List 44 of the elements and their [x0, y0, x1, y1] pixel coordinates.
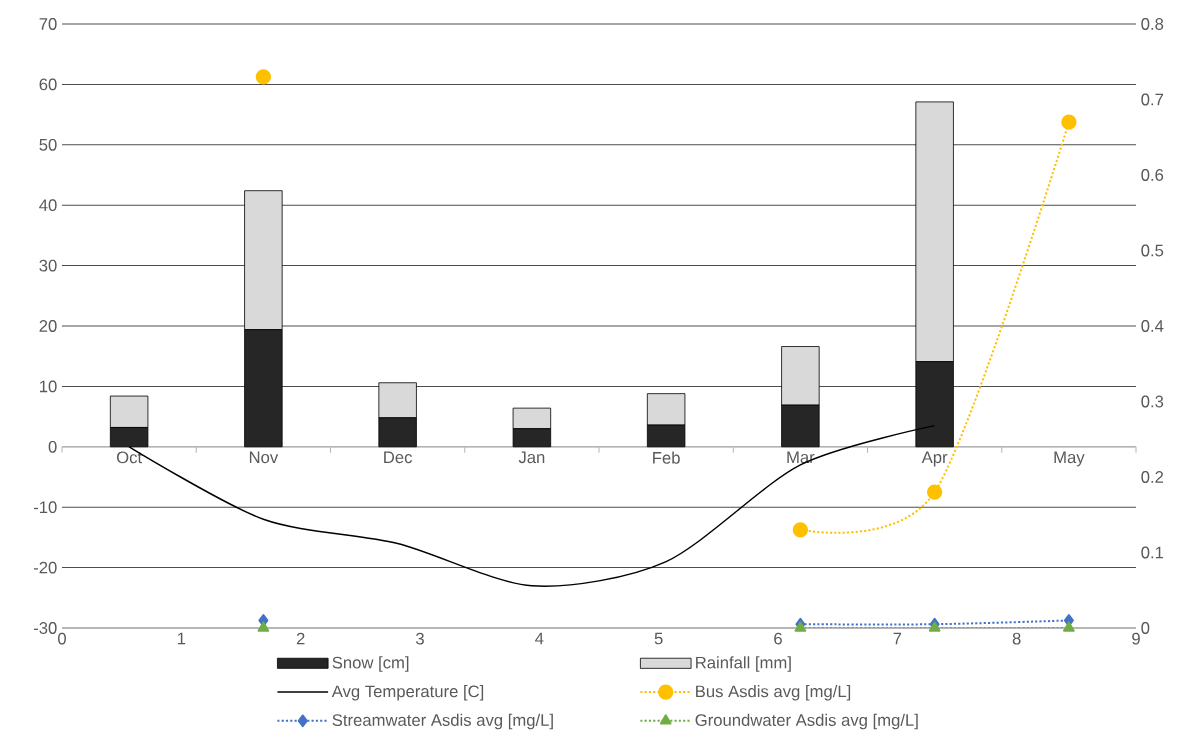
y2-tick-label: 0.4 — [1141, 320, 1164, 332]
y2-tick-label: 0.8 — [1141, 18, 1164, 30]
legend-label: Rainfall [mm] — [696, 656, 791, 672]
x2-tick-label: 3 — [415, 632, 424, 645]
legend-label: Bus Asdis avg [mg/L] — [696, 685, 851, 701]
legend-label: Streamwater Asdis avg [mg/L] — [332, 713, 553, 730]
x2-tick-label: 2 — [296, 632, 305, 645]
y2-tick-label: 0.5 — [1141, 244, 1164, 257]
y-tick-label: -30 — [33, 622, 57, 634]
x-tick-label: Dec — [384, 451, 412, 464]
y2-tick-label: 0 — [1141, 622, 1150, 634]
x-tick-label: Mar — [787, 451, 815, 464]
legend-label: Avg Temperature [C] — [331, 685, 484, 701]
x2-tick-label: 0 — [58, 632, 66, 645]
y2-tick-label: 0.2 — [1141, 471, 1164, 483]
x-tick-label: Oct — [116, 451, 142, 464]
x2-tick-label: 7 — [893, 632, 902, 645]
x-tick-label: Nov — [249, 451, 279, 464]
x2-tick-label: 9 — [1132, 632, 1140, 645]
x2-tick-label: 4 — [535, 632, 544, 645]
y-tick-label: -10 — [33, 501, 57, 514]
legend-label: Snow [cm] — [332, 656, 409, 672]
x2-tick-label: 8 — [1012, 632, 1021, 645]
y2-tick-label: 0.1 — [1141, 546, 1164, 559]
x2-tick-label: 6 — [774, 632, 782, 645]
y-tick-label: 20 — [39, 320, 57, 332]
legend-label: Groundwater Asdis avg [mg/L] — [695, 713, 918, 730]
x-tick-label: May — [1054, 451, 1085, 467]
y-tick-label: 10 — [40, 380, 57, 393]
y-tick-label: 30 — [39, 259, 57, 272]
y-tick-label: 60 — [39, 78, 57, 91]
y-tick-label: 0 — [48, 440, 57, 453]
y-tick-label: 50 — [39, 138, 57, 151]
x-tick-label: Feb — [653, 451, 680, 464]
x-tick-label: Jan — [518, 451, 545, 464]
y-tick-label: 40 — [39, 199, 57, 212]
y2-tick-label: 0.6 — [1141, 169, 1164, 181]
y-tick-label: -20 — [33, 561, 57, 574]
y2-tick-label: 0.3 — [1141, 395, 1164, 408]
y2-tick-label: 0.7 — [1141, 93, 1164, 106]
x2-tick-label: 1 — [177, 632, 186, 645]
x2-tick-label: 5 — [654, 632, 663, 645]
x-tick-label: Apr — [921, 451, 948, 467]
y-tick-label: 70 — [39, 18, 57, 30]
